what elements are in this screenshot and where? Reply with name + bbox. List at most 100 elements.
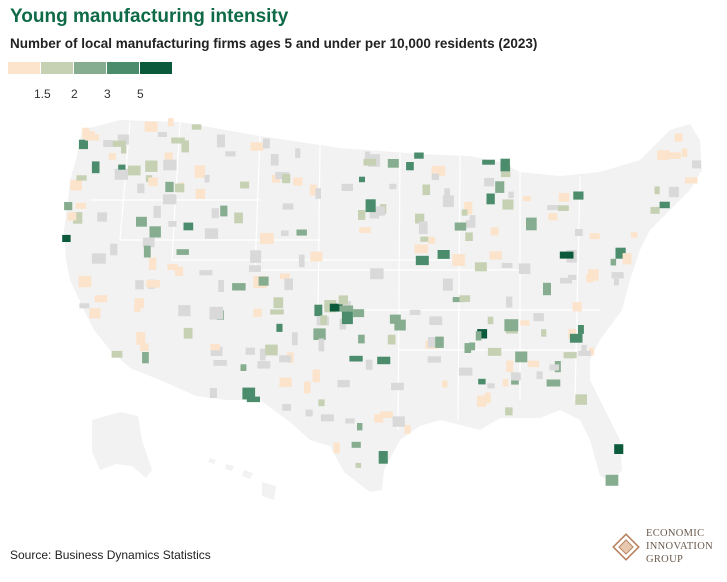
county-cell: [298, 254, 305, 268]
county-cell: [118, 164, 126, 170]
county-cell: [454, 222, 467, 231]
county-cell: [428, 236, 436, 244]
county-cell: [140, 343, 149, 352]
county-cell: [112, 140, 126, 147]
county-cell: [414, 152, 424, 159]
county-cell: [527, 360, 540, 368]
county-cell: [435, 336, 444, 348]
county-cell: [567, 274, 577, 280]
county-cell: [282, 404, 291, 411]
county-cell: [589, 233, 600, 240]
county-cell: [282, 203, 294, 210]
county-cell: [504, 319, 519, 332]
county-cell: [560, 277, 572, 284]
county-cell: [128, 165, 141, 176]
county-cell: [392, 416, 405, 427]
county-cell: [415, 255, 429, 266]
county-cell: [478, 378, 486, 385]
county-cell: [572, 302, 582, 312]
logo-line-3: GROUP: [646, 554, 684, 565]
county-cell: [486, 193, 495, 205]
chart-title: Young manufacturing intensity: [10, 6, 289, 27]
county-cell: [121, 145, 127, 154]
county-cell: [134, 304, 141, 313]
county-cell: [167, 264, 178, 270]
county-cell: [501, 262, 513, 269]
county-cell: [500, 165, 511, 178]
county-cell: [339, 305, 354, 312]
county-cell: [427, 337, 441, 348]
county-cell: [511, 372, 521, 381]
county-cell: [477, 329, 488, 339]
county-cell: [148, 177, 158, 187]
county-cell: [142, 237, 155, 248]
county-cell: [387, 334, 396, 345]
county-cell: [482, 159, 495, 165]
county-cell: [615, 247, 626, 259]
county-cell: [279, 273, 290, 280]
county-cell: [575, 228, 583, 237]
county-cell: [153, 205, 161, 218]
county-cell: [441, 380, 448, 388]
county-cell: [174, 183, 185, 193]
county-cell: [137, 183, 145, 194]
county-cell: [284, 278, 293, 291]
county-cell: [309, 184, 317, 196]
county-cell: [210, 343, 221, 351]
county-cell: [338, 301, 351, 310]
county-cell: [162, 194, 177, 205]
county-cell: [73, 212, 83, 224]
county-cell: [547, 205, 562, 211]
county-cell: [404, 424, 411, 434]
county-cell: [333, 442, 340, 454]
county-cell: [136, 331, 146, 345]
county-cell: [273, 297, 284, 309]
county-cell: [578, 325, 584, 334]
county-cell: [391, 382, 404, 391]
county-cell: [475, 331, 482, 341]
county-cell: [174, 266, 184, 276]
color-legend: 1.5 2 3 5: [8, 62, 178, 101]
county-cell: [469, 342, 476, 351]
county-cell: [142, 352, 149, 364]
county-cell: [91, 161, 100, 174]
county-cell: [103, 140, 113, 148]
county-cell: [409, 309, 421, 315]
county-cell: [476, 395, 487, 407]
county-cell: [588, 347, 595, 356]
county-cell: [380, 411, 393, 418]
county-cell: [144, 121, 158, 132]
county-cell: [506, 360, 514, 373]
county-cell: [263, 138, 270, 149]
county-cell: [291, 332, 298, 346]
county-cell: [444, 188, 450, 199]
county-cell: [465, 232, 473, 241]
county-cell: [249, 265, 261, 272]
county-cell: [357, 423, 363, 431]
county-cell: [387, 159, 399, 168]
county-cell: [314, 304, 323, 317]
county-cell: [464, 201, 473, 215]
county-cell: [359, 176, 365, 183]
county-cell: [548, 213, 558, 221]
county-cell: [250, 250, 262, 263]
county-cell: [78, 275, 92, 288]
county-cell: [204, 174, 210, 183]
county-cell: [171, 137, 185, 144]
county-cell: [374, 414, 384, 423]
us-county-map: [62, 118, 702, 500]
county-cell: [265, 344, 278, 356]
county-cell: [183, 222, 194, 231]
county-cell: [610, 258, 617, 266]
county-cell: [452, 254, 465, 266]
county-cell: [502, 379, 509, 387]
county-cell: [588, 269, 599, 281]
county-cell: [442, 195, 454, 208]
county-cell: [111, 350, 123, 358]
eig-logo: ECONOMIC INNOVATION GROUP: [612, 527, 713, 566]
county-cell: [487, 347, 502, 356]
county-cell: [569, 333, 583, 343]
county-cell: [394, 319, 406, 331]
county-cell: [668, 186, 679, 198]
county-cell: [178, 305, 191, 317]
